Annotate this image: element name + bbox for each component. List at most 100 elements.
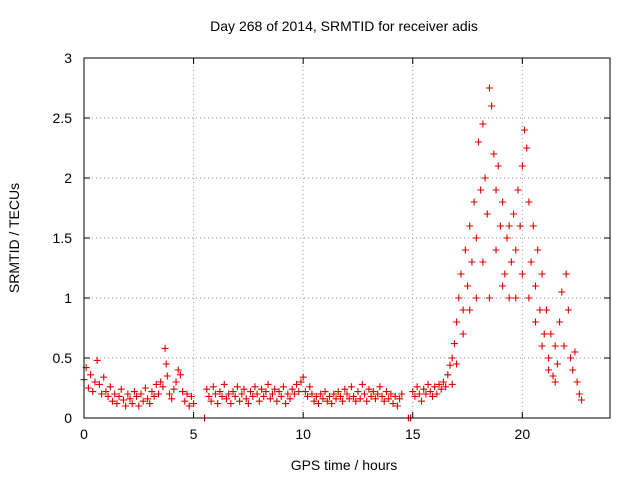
data-point: [159, 383, 167, 391]
data-point: [518, 270, 526, 278]
data-point: [260, 392, 268, 400]
data-point: [170, 385, 178, 393]
data-point: [236, 397, 244, 405]
data-point: [542, 306, 550, 314]
data-point: [461, 246, 469, 254]
data-point: [176, 371, 184, 379]
data-point: [457, 270, 465, 278]
data-point: [413, 383, 421, 391]
data-point: [398, 390, 406, 398]
data-point: [115, 392, 123, 400]
data-point: [185, 402, 193, 410]
data-point: [391, 392, 399, 400]
data-point: [510, 210, 518, 218]
data-point: [485, 84, 493, 92]
data-point: [523, 144, 531, 152]
data-point: [179, 388, 187, 396]
data-point: [556, 318, 564, 326]
data-point: [345, 395, 353, 403]
data-point: [538, 270, 546, 278]
y-tick-label: 1.5: [53, 230, 73, 246]
data-point: [505, 294, 513, 302]
data-point: [222, 395, 230, 403]
y-tick-label: 1: [64, 290, 72, 306]
data-point: [242, 395, 250, 403]
data-point: [521, 126, 529, 134]
data-point: [428, 392, 436, 400]
data-point: [363, 397, 371, 405]
data-point: [483, 210, 491, 218]
data-point: [350, 392, 358, 400]
data-point: [534, 246, 542, 254]
data-point: [299, 373, 307, 381]
data-point: [312, 392, 320, 400]
data-point: [209, 383, 217, 391]
grid: [84, 58, 610, 418]
data-point: [321, 388, 329, 396]
data-point: [214, 400, 222, 408]
data-point: [306, 383, 314, 391]
data-point: [106, 383, 114, 391]
data-point: [409, 388, 417, 396]
data-point: [479, 258, 487, 266]
data-point: [286, 395, 294, 403]
data-point: [162, 360, 170, 368]
data-point: [163, 372, 171, 380]
data-point: [266, 395, 274, 403]
data-point: [437, 385, 445, 393]
data-point: [279, 383, 287, 391]
data-point: [485, 294, 493, 302]
data-point: [168, 395, 176, 403]
data-point: [137, 390, 145, 398]
data-point: [499, 198, 507, 206]
plot-frame: [83, 57, 611, 419]
data-point: [356, 395, 364, 403]
data-point: [435, 380, 443, 388]
data-point: [126, 395, 134, 403]
data-point: [251, 383, 259, 391]
data-point: [538, 342, 546, 350]
data-point: [341, 385, 349, 393]
data-point: [459, 330, 467, 338]
data-point: [551, 342, 559, 350]
data-point: [87, 371, 95, 379]
data-point: [492, 246, 500, 254]
data-point: [157, 378, 165, 386]
data-point: [150, 392, 158, 400]
data-point: [385, 395, 393, 403]
y-tick-label: 2: [64, 170, 72, 186]
data-point: [376, 383, 384, 391]
data-point: [466, 222, 474, 230]
data-point: [450, 340, 458, 348]
data-point: [295, 388, 303, 396]
data-point: [448, 380, 456, 388]
data-point: [446, 361, 454, 369]
data-point: [545, 354, 553, 362]
data-point: [503, 234, 511, 242]
data-point: [205, 392, 213, 400]
data-point: [479, 120, 487, 128]
data-point: [301, 388, 309, 396]
data-point: [562, 270, 570, 278]
y-tick-label: 0: [64, 410, 72, 426]
data-point: [89, 388, 97, 396]
data-point: [315, 400, 323, 408]
data-point: [512, 246, 520, 254]
data-point: [275, 388, 283, 396]
data-point: [418, 397, 426, 405]
data-point: [111, 390, 119, 398]
data-point: [244, 400, 252, 408]
data-point: [229, 388, 237, 396]
data-point: [525, 198, 533, 206]
data-point: [444, 371, 452, 379]
data-point: [238, 390, 246, 398]
data-point: [308, 390, 316, 398]
data-point: [152, 380, 160, 388]
y-tick-label: 2.5: [53, 110, 73, 126]
data-point: [516, 222, 524, 230]
data-point: [218, 392, 226, 400]
data-point: [564, 306, 572, 314]
data-point: [453, 360, 461, 368]
data-point: [113, 400, 121, 408]
data-point: [393, 402, 401, 410]
